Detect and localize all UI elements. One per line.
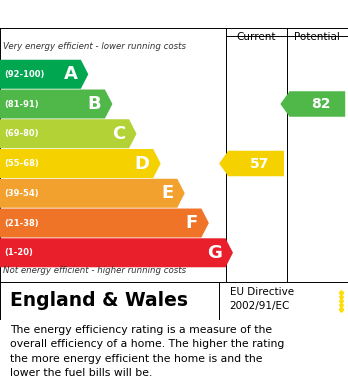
Text: (55-68): (55-68)	[4, 159, 39, 168]
Text: A: A	[63, 65, 77, 83]
Polygon shape	[0, 208, 209, 237]
Text: F: F	[186, 214, 198, 232]
Text: Energy Efficiency Rating: Energy Efficiency Rating	[64, 7, 284, 22]
Text: Current: Current	[236, 32, 276, 42]
Text: Potential: Potential	[294, 32, 340, 42]
Text: EU Directive
2002/91/EC: EU Directive 2002/91/EC	[230, 287, 294, 311]
Polygon shape	[0, 90, 112, 118]
Text: (81-91): (81-91)	[4, 99, 39, 108]
Text: E: E	[161, 184, 174, 202]
Text: G: G	[207, 244, 222, 262]
Text: (69-80): (69-80)	[4, 129, 39, 138]
Text: (21-38): (21-38)	[4, 219, 39, 228]
Text: B: B	[88, 95, 102, 113]
Polygon shape	[280, 91, 345, 117]
Text: (92-100): (92-100)	[4, 70, 45, 79]
Text: (1-20): (1-20)	[4, 248, 33, 257]
Text: Very energy efficient - lower running costs: Very energy efficient - lower running co…	[3, 42, 186, 51]
Text: Not energy efficient - higher running costs: Not energy efficient - higher running co…	[3, 266, 186, 275]
Text: (39-54): (39-54)	[4, 189, 39, 198]
Polygon shape	[0, 119, 136, 148]
Polygon shape	[219, 151, 284, 176]
Text: 57: 57	[250, 156, 269, 170]
Text: C: C	[112, 125, 126, 143]
Text: The energy efficiency rating is a measure of the
overall efficiency of a home. T: The energy efficiency rating is a measur…	[10, 325, 285, 378]
Polygon shape	[0, 60, 88, 89]
Text: 82: 82	[311, 97, 331, 111]
Polygon shape	[0, 149, 161, 178]
Polygon shape	[0, 179, 185, 208]
Text: D: D	[135, 154, 150, 172]
Text: England & Wales: England & Wales	[10, 292, 188, 310]
Polygon shape	[0, 238, 233, 267]
